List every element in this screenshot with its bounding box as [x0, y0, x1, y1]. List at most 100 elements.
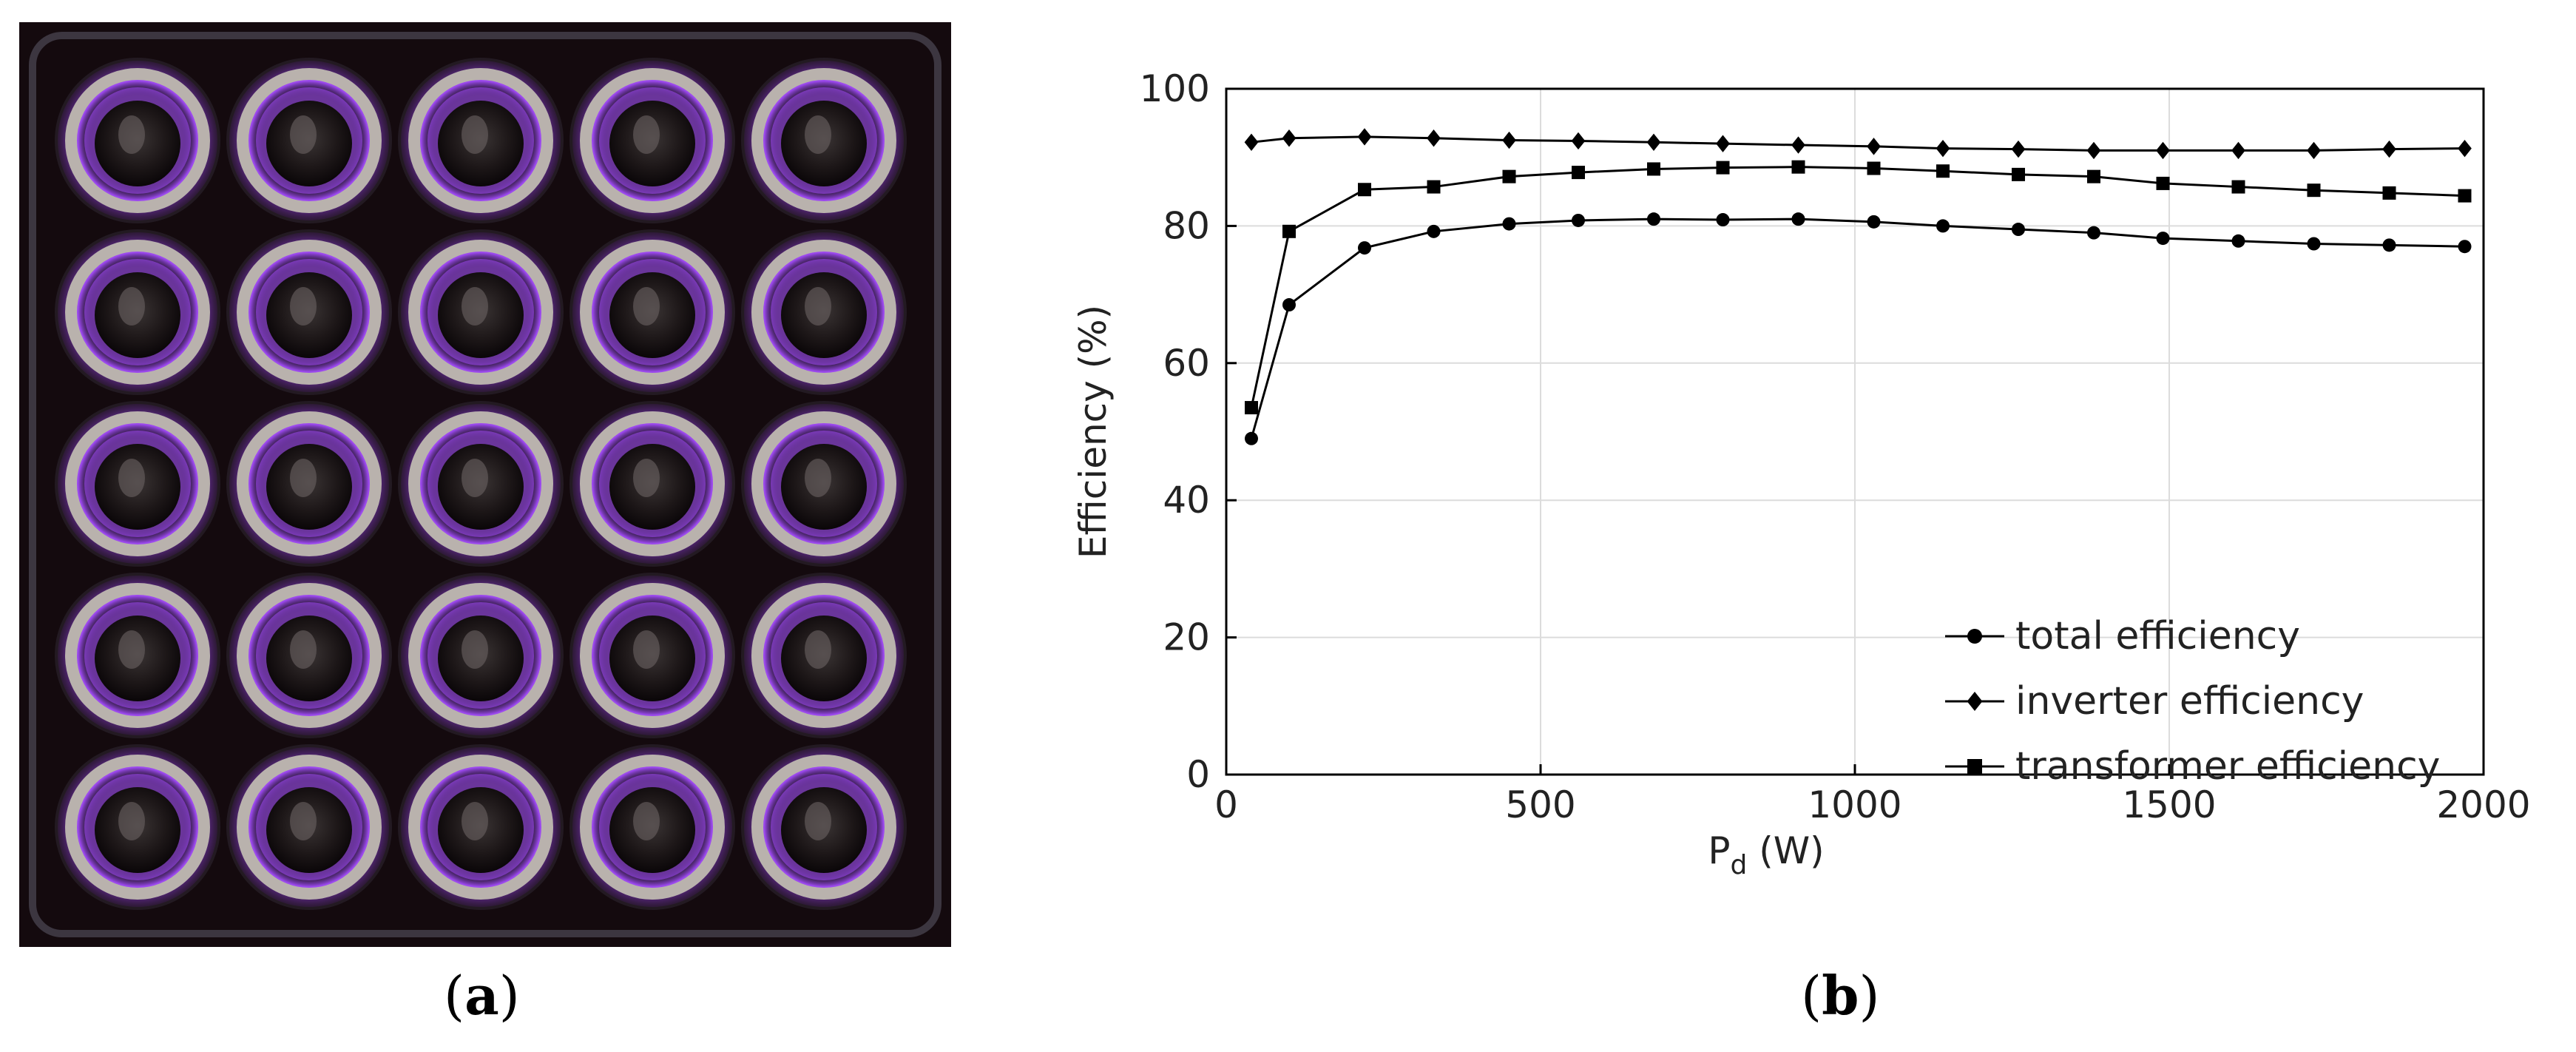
tube-ring — [65, 68, 210, 213]
electrode — [290, 115, 317, 154]
electrode — [805, 115, 831, 154]
tube-ring — [237, 240, 382, 385]
electrode — [805, 459, 831, 497]
chart-grid — [1226, 88, 2484, 775]
legend-marker — [1967, 692, 1983, 711]
data-point-total-efficiency — [1936, 219, 1950, 233]
tube-ring — [408, 411, 553, 556]
legend-item-inverter-efficiency: inverter efficiency — [1945, 679, 2364, 724]
data-point-inverter-efficiency — [2231, 141, 2245, 160]
x-axis-label: Pd (W) — [1708, 829, 1824, 880]
data-point-total-efficiency — [2307, 237, 2321, 251]
data-point-inverter-efficiency — [2156, 141, 2170, 160]
electrode — [118, 115, 145, 154]
data-point-inverter-efficiency — [1791, 136, 1805, 154]
tube-ring — [751, 68, 896, 213]
panel-a-caption: (a) — [444, 964, 520, 1027]
plasma-tube — [398, 229, 564, 395]
plasma-tube — [398, 401, 564, 567]
tube-ring — [237, 68, 382, 213]
data-series — [1244, 128, 2472, 445]
tube-ring — [65, 583, 210, 728]
plasma-tube — [569, 401, 735, 567]
data-point-inverter-efficiency — [1244, 133, 1259, 152]
plasma-array-photo — [19, 22, 951, 947]
tube-ring — [751, 240, 896, 385]
tube-ring — [580, 583, 725, 728]
data-point-total-efficiency — [1282, 298, 1296, 312]
efficiency-chart: 0 500 1000 1500 2000 0 20 40 60 80 100 Efficiency … — [1072, 67, 2531, 880]
data-point-transformer-efficiency — [2156, 176, 2170, 190]
data-point-total-efficiency — [2231, 234, 2245, 248]
data-point-total-efficiency — [1427, 224, 1441, 238]
legend-marker — [1967, 759, 1982, 774]
tube-grid — [55, 58, 907, 910]
y-tick-label: 60 — [1163, 342, 1210, 385]
y-tick-label: 0 — [1186, 753, 1210, 796]
electrode — [290, 802, 317, 840]
data-point-transformer-efficiency — [1502, 169, 1516, 183]
legend-item-transformer-efficiency: transformer efficiency — [1945, 744, 2440, 789]
x-tick-label: 500 — [1505, 783, 1575, 826]
data-point-total-efficiency — [1572, 213, 1585, 227]
data-point-total-efficiency — [2012, 223, 2025, 237]
electrode — [633, 287, 660, 326]
data-point-inverter-efficiency — [2382, 140, 2396, 158]
tube-ring — [237, 755, 382, 900]
data-point-transformer-efficiency — [2012, 167, 2025, 181]
data-point-inverter-efficiency — [2086, 141, 2101, 160]
data-point-transformer-efficiency — [1358, 183, 1371, 197]
data-point-inverter-efficiency — [2011, 140, 2026, 158]
x-tick-label: 1500 — [2122, 783, 2216, 826]
data-point-transformer-efficiency — [2231, 180, 2245, 194]
tube-ring — [408, 583, 553, 728]
plasma-tube — [741, 401, 907, 567]
plasma-tube — [569, 573, 735, 738]
data-point-total-efficiency — [2458, 240, 2472, 254]
data-point-transformer-efficiency — [2458, 189, 2472, 203]
tube-ring — [580, 755, 725, 900]
tube-ring — [65, 411, 210, 556]
data-point-inverter-efficiency — [1867, 138, 1881, 155]
data-point-total-efficiency — [2087, 226, 2100, 240]
plasma-tube — [569, 58, 735, 223]
plasma-tube — [741, 58, 907, 223]
electrode — [462, 287, 488, 326]
data-point-transformer-efficiency — [1427, 180, 1441, 194]
legend-label: total efficiency — [2015, 614, 2300, 658]
plasma-tube — [398, 744, 564, 910]
electrode — [633, 802, 660, 840]
plasma-tube — [55, 401, 220, 567]
x-tick-label: 1000 — [1808, 783, 1901, 826]
plasma-tube — [741, 229, 907, 395]
data-point-transformer-efficiency — [1867, 161, 1881, 175]
tube-ring — [408, 240, 553, 385]
legend-label: transformer efficiency — [2015, 744, 2440, 789]
electrode — [805, 630, 831, 669]
electrode — [290, 630, 317, 669]
data-point-total-efficiency — [1791, 212, 1805, 226]
data-point-inverter-efficiency — [1716, 135, 1730, 152]
plasma-tube — [226, 229, 392, 395]
data-point-transformer-efficiency — [2382, 186, 2396, 200]
x-axis-label-subscript: d — [1730, 850, 1747, 880]
plasma-tube — [226, 744, 392, 910]
x-axis-label-unit: (W) — [1747, 829, 1824, 872]
tube-ring — [580, 240, 725, 385]
y-tick-label: 100 — [1140, 67, 1210, 110]
electrode — [118, 802, 145, 840]
data-point-total-efficiency — [1245, 431, 1258, 445]
chart-legend: total efficiency inverter efficiency trans… — [1945, 614, 2440, 789]
tube-ring — [751, 755, 896, 900]
electrode — [805, 287, 831, 326]
data-point-inverter-efficiency — [1936, 139, 1950, 158]
tube-ring — [237, 411, 382, 556]
photo-frame — [29, 32, 942, 937]
data-point-transformer-efficiency — [1936, 164, 1950, 178]
series-line-total-efficiency — [1250, 218, 2465, 439]
electrode — [118, 287, 145, 326]
x-axis-label-main: P — [1708, 829, 1730, 872]
x-tick-label: 2000 — [2436, 783, 2530, 826]
data-point-transformer-efficiency — [1282, 224, 1296, 238]
tube-ring — [408, 755, 553, 900]
